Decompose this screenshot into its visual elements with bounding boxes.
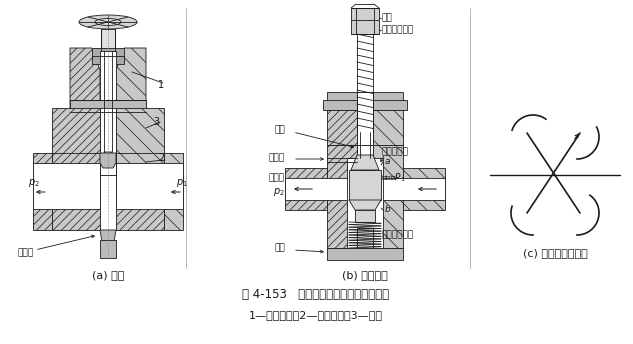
Polygon shape (52, 175, 164, 230)
Text: 节流口: 节流口 (18, 248, 34, 258)
Text: 2: 2 (158, 153, 164, 163)
Polygon shape (373, 110, 403, 145)
Text: (b) 可调节式: (b) 可调节式 (342, 270, 388, 280)
Text: 1—调节手柄；2—节流阀芯；3—阀体: 1—调节手柄；2—节流阀芯；3—阀体 (249, 310, 383, 320)
Polygon shape (327, 92, 403, 102)
Polygon shape (116, 163, 183, 209)
Text: 推杆: 推杆 (274, 126, 285, 135)
Text: 3: 3 (153, 117, 159, 127)
Polygon shape (355, 210, 375, 222)
Polygon shape (100, 108, 116, 175)
Polygon shape (357, 145, 373, 190)
Polygon shape (403, 168, 445, 210)
Polygon shape (351, 155, 379, 170)
Text: 阀芯复位弹簧: 阀芯复位弹簧 (381, 230, 413, 239)
Text: 手柄: 手柄 (381, 13, 392, 22)
Polygon shape (285, 168, 327, 210)
Polygon shape (373, 145, 403, 248)
Polygon shape (116, 108, 164, 175)
Polygon shape (349, 170, 381, 200)
Polygon shape (323, 100, 407, 110)
Polygon shape (100, 175, 116, 230)
Polygon shape (327, 110, 357, 145)
Polygon shape (351, 8, 379, 34)
Polygon shape (116, 48, 146, 108)
Polygon shape (285, 178, 357, 200)
Text: 节流阀阀芯: 节流阀阀芯 (381, 148, 408, 157)
Text: $p_2$: $p_2$ (273, 186, 285, 198)
Polygon shape (327, 145, 357, 248)
Text: 出油口: 出油口 (269, 173, 285, 183)
Polygon shape (104, 152, 112, 168)
Polygon shape (373, 178, 445, 200)
Polygon shape (357, 148, 373, 158)
Polygon shape (52, 108, 100, 175)
Text: b: b (385, 205, 391, 215)
Polygon shape (70, 48, 100, 108)
Text: (a) 简式: (a) 简式 (92, 270, 124, 280)
Polygon shape (116, 153, 164, 175)
Polygon shape (357, 92, 373, 145)
Text: $p_2$: $p_2$ (28, 177, 40, 189)
Polygon shape (357, 155, 373, 170)
Text: 1: 1 (158, 80, 164, 90)
Polygon shape (52, 153, 100, 175)
Polygon shape (33, 153, 52, 230)
Text: a: a (385, 158, 391, 166)
Polygon shape (101, 29, 115, 51)
Ellipse shape (95, 19, 121, 25)
Polygon shape (100, 240, 116, 258)
Polygon shape (347, 158, 383, 248)
Polygon shape (164, 153, 183, 230)
Polygon shape (100, 153, 116, 168)
Polygon shape (357, 228, 373, 248)
Polygon shape (70, 100, 146, 112)
Polygon shape (33, 163, 100, 209)
Text: 进油口$P_1$: 进油口$P_1$ (381, 172, 406, 184)
Text: (c) 节流阀图形符号: (c) 节流阀图形符号 (523, 248, 587, 258)
Ellipse shape (79, 15, 137, 29)
Polygon shape (100, 230, 116, 248)
Text: 阀体: 阀体 (274, 244, 285, 252)
Polygon shape (92, 48, 124, 64)
Text: 节流口: 节流口 (269, 153, 285, 162)
Text: 图 4-153   节流阀的工作原理与图形符号: 图 4-153 节流阀的工作原理与图形符号 (242, 289, 389, 301)
Text: $p_1$: $p_1$ (176, 177, 188, 189)
Polygon shape (100, 51, 116, 108)
Text: 流量调节螺钉: 流量调节螺钉 (381, 25, 413, 34)
Polygon shape (327, 248, 403, 260)
Polygon shape (349, 200, 381, 210)
